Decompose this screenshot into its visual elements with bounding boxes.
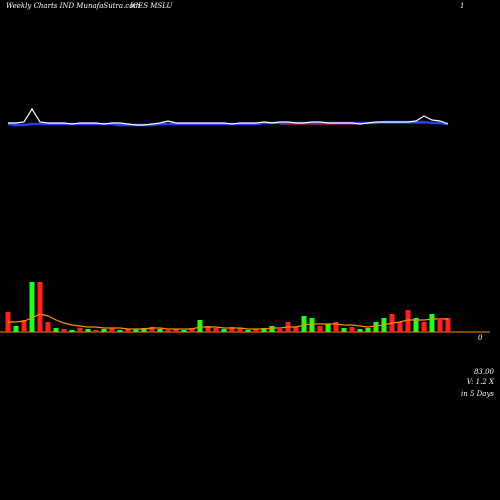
volume-bar — [85, 329, 91, 332]
period-label: in 5 Days — [461, 390, 494, 398]
chart-title: Weekly Charts IND MunafaSutra.com — [6, 2, 140, 10]
edge-label: 0 — [478, 334, 483, 342]
volume-bar — [429, 314, 435, 332]
volume-bar — [301, 316, 307, 332]
volume-bar — [445, 318, 451, 332]
volume-bar — [21, 320, 27, 332]
volume-bar — [309, 318, 315, 332]
volume-bar — [397, 322, 403, 332]
volume-bar — [125, 329, 131, 332]
volume-bar — [149, 327, 155, 332]
volume-bar — [317, 326, 323, 332]
volume-bar — [189, 328, 195, 332]
volume-bar — [237, 328, 243, 332]
volume-bar — [109, 328, 115, 332]
volume-bar — [413, 318, 419, 332]
corner-label: 1 — [460, 2, 464, 10]
volume-bar — [213, 328, 219, 332]
volume-bar — [229, 327, 235, 332]
volume-bar — [437, 320, 443, 332]
volume-bar — [37, 282, 43, 332]
volume-average — [8, 313, 448, 330]
volume-bar — [77, 328, 83, 332]
volume-bar — [221, 329, 227, 332]
volume-bar — [29, 282, 35, 332]
volume-bar — [405, 310, 411, 332]
volume-bar — [181, 330, 187, 332]
volume-bar — [421, 322, 427, 332]
volume-label: V: 1.2 X — [467, 378, 495, 386]
volume-bar — [117, 330, 123, 332]
volume-bar — [13, 326, 19, 332]
volume-bar — [157, 329, 163, 332]
volume-bar — [253, 329, 259, 332]
volume-bar — [245, 330, 251, 332]
volume-bar — [365, 328, 371, 332]
volume-bar — [69, 330, 75, 332]
volume-bar — [141, 328, 147, 332]
volume-bar — [261, 328, 267, 332]
symbol: ICES MSLU — [129, 2, 173, 10]
volume-bar — [45, 322, 51, 332]
volume-bar — [349, 327, 355, 332]
volume-bar — [93, 330, 99, 332]
volume-bar — [165, 330, 171, 332]
volume-bar — [277, 329, 283, 332]
volume-bar — [133, 329, 139, 332]
volume-bar — [269, 326, 275, 332]
volume-bar — [341, 328, 347, 332]
volume-bar — [197, 320, 203, 332]
volume-bar — [357, 329, 363, 332]
volume-bar — [61, 329, 67, 332]
volume-bar — [205, 326, 211, 332]
volume-bar — [293, 327, 299, 332]
volume-bar — [53, 328, 59, 332]
volume-bar — [373, 322, 379, 332]
volume-bar — [173, 329, 179, 332]
volume-bar — [333, 322, 339, 332]
price-line — [8, 107, 449, 126]
volume-bar — [325, 324, 331, 332]
price-label: 83.00 — [474, 368, 495, 376]
volume-bar — [101, 329, 107, 332]
